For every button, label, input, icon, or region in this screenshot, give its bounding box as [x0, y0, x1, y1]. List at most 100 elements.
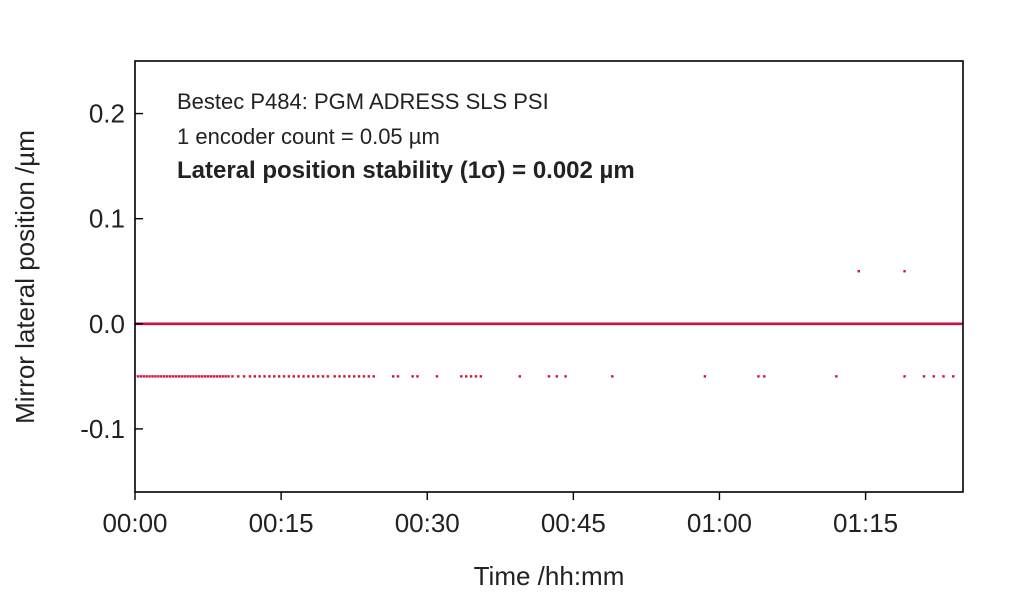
data-point	[343, 375, 346, 378]
data-point	[611, 375, 614, 378]
data-point	[174, 375, 178, 378]
data-point	[186, 375, 189, 378]
data-point	[258, 375, 261, 378]
data-point	[142, 375, 145, 378]
data-point	[411, 375, 414, 378]
data-point	[157, 375, 160, 378]
x-tick-label: 01:15	[833, 508, 898, 538]
data-point	[903, 375, 906, 378]
data-point	[518, 375, 521, 378]
data-point	[221, 375, 224, 378]
data-point	[307, 375, 310, 378]
x-tick-label: 00:15	[249, 508, 314, 538]
axis-group: 0.2 0.1 0.0 -0.1 00:00 00:15 00:30 00:45 01:00 01…	[80, 60, 964, 538]
x-tick-label: 00:45	[541, 508, 606, 538]
data-point	[224, 375, 227, 378]
data-point	[227, 375, 230, 378]
data-point	[273, 375, 276, 378]
data-point	[177, 375, 181, 378]
data-point	[292, 375, 295, 378]
data-point	[248, 375, 252, 378]
data-point	[326, 375, 330, 378]
plot-frame	[134, 60, 964, 493]
y-axis-label: Mirror lateral position /µm	[10, 130, 40, 424]
data-point	[203, 375, 207, 378]
y-tick-label: 0.0	[89, 309, 125, 339]
data-point	[391, 375, 395, 378]
data-point	[555, 375, 558, 378]
data-point	[942, 375, 945, 378]
annotation-stability: Lateral position stability (1σ) = 0.002 …	[177, 157, 635, 184]
data-point	[372, 375, 375, 378]
data-point	[479, 375, 483, 378]
data-point	[168, 375, 172, 378]
data-point	[362, 375, 366, 378]
data-point	[932, 375, 935, 378]
data-point	[183, 375, 186, 378]
data-point	[338, 375, 341, 378]
data-point	[198, 375, 201, 378]
data-point	[416, 375, 419, 378]
data-point	[333, 375, 336, 378]
data-point	[952, 375, 955, 378]
data-point	[189, 375, 192, 378]
data-point	[171, 375, 175, 378]
data-point	[857, 270, 860, 273]
data-point	[435, 375, 439, 378]
data-point	[195, 375, 198, 378]
data-point	[231, 375, 234, 378]
data-point	[160, 375, 163, 378]
data-point	[312, 375, 315, 378]
data-point	[148, 375, 151, 378]
data-point	[192, 375, 195, 378]
data-point	[209, 375, 213, 378]
data-point	[396, 375, 400, 378]
data-point	[215, 375, 219, 378]
y-tick-label: 0.1	[89, 204, 125, 234]
data-point	[903, 270, 906, 273]
data-point	[835, 375, 838, 378]
data-point	[263, 375, 266, 378]
data-point	[763, 375, 766, 378]
data-point	[165, 375, 169, 378]
data-point	[154, 375, 157, 378]
x-tick-label: 01:00	[687, 508, 752, 538]
data-point	[547, 375, 551, 378]
data-point	[287, 375, 291, 378]
annotation-instrument: Bestec P484: PGM ADRESS SLS PSI	[177, 89, 549, 114]
data-point	[348, 375, 351, 378]
data-point	[922, 375, 926, 378]
data-point	[163, 375, 166, 378]
y-tick-label: 0.2	[89, 99, 125, 129]
data-point	[206, 375, 210, 378]
annotation-encoder: 1 encoder count = 0.05 µm	[177, 124, 440, 149]
data-point	[151, 375, 154, 378]
data-point	[218, 375, 221, 378]
data-point	[282, 375, 286, 378]
data-point	[474, 375, 478, 378]
data-point	[460, 375, 463, 378]
data-point	[136, 375, 140, 378]
data-point	[469, 375, 473, 378]
data-point	[212, 375, 216, 378]
y-tick-label: -0.1	[80, 414, 125, 444]
annotation-group: Bestec P484: PGM ADRESS SLS PSI 1 encode…	[177, 89, 635, 184]
data-point	[321, 375, 325, 378]
x-axis-label: Time /hh:mm	[474, 561, 625, 591]
data-point	[316, 375, 320, 378]
data-point	[237, 375, 240, 378]
x-tick-label: 00:00	[102, 508, 167, 538]
data-point	[465, 375, 468, 378]
data-point	[367, 375, 370, 378]
data-point	[757, 375, 760, 378]
data-point	[357, 375, 361, 378]
data-point	[180, 375, 183, 378]
data-point	[268, 375, 271, 378]
data-point	[201, 375, 204, 378]
data-point	[242, 375, 246, 378]
data-point	[302, 375, 305, 378]
data-point	[297, 375, 300, 378]
data-point	[277, 375, 281, 378]
